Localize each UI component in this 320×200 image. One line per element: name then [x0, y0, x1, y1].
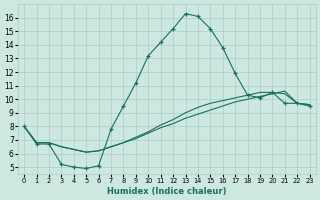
X-axis label: Humidex (Indice chaleur): Humidex (Indice chaleur): [107, 187, 227, 196]
